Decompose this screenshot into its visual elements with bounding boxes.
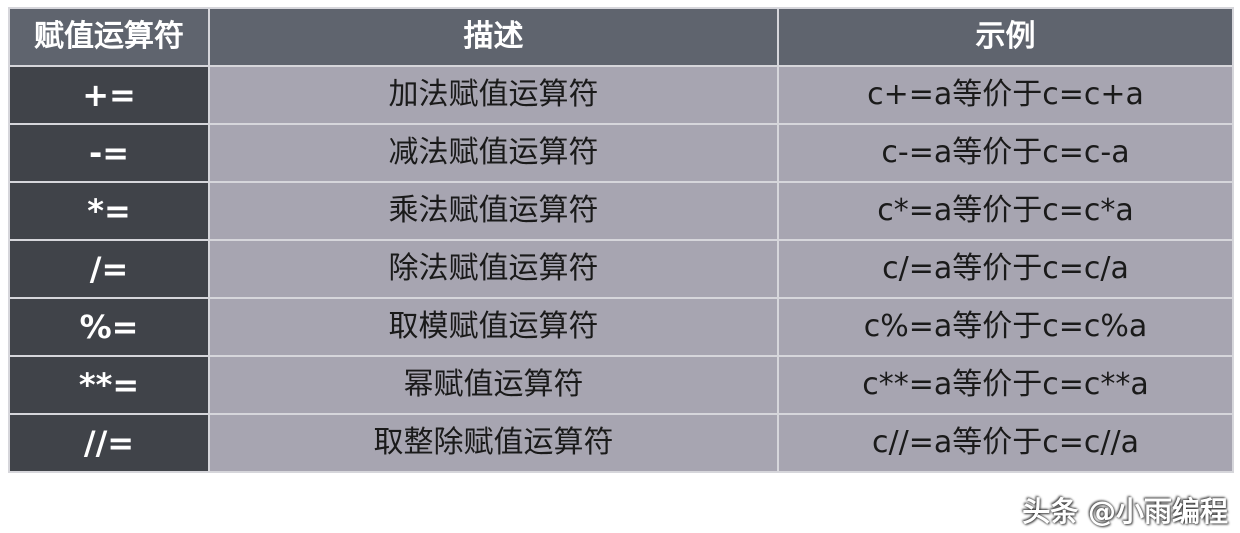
example-cell: c//=a等价于c=c//a: [777, 413, 1234, 473]
table-row: /= 除法赋值运算符 c/=a等价于c=c/a: [8, 239, 1234, 299]
header-row: 赋值运算符 描述 示例: [8, 7, 1234, 67]
operator-cell: *=: [8, 181, 210, 241]
description-cell: 乘法赋值运算符: [208, 181, 779, 241]
operator-cell: +=: [8, 65, 210, 125]
description-cell: 幂赋值运算符: [208, 355, 779, 415]
example-cell: c**=a等价于c=c**a: [777, 355, 1234, 415]
table-row: += 加法赋值运算符 c+=a等价于c=c+a: [8, 65, 1234, 125]
example-cell: c%=a等价于c=c%a: [777, 297, 1234, 357]
table-row: %= 取模赋值运算符 c%=a等价于c=c%a: [8, 297, 1234, 357]
header-operator: 赋值运算符: [8, 7, 210, 67]
operator-cell: %=: [8, 297, 210, 357]
operator-cell: //=: [8, 413, 210, 473]
table-row: **= 幂赋值运算符 c**=a等价于c=c**a: [8, 355, 1234, 415]
description-cell: 减法赋值运算符: [208, 123, 779, 183]
description-cell: 取整除赋值运算符: [208, 413, 779, 473]
example-cell: c*=a等价于c=c*a: [777, 181, 1234, 241]
example-cell: c+=a等价于c=c+a: [777, 65, 1234, 125]
header-example: 示例: [777, 7, 1234, 67]
table-row: *= 乘法赋值运算符 c*=a等价于c=c*a: [8, 181, 1234, 241]
watermark: 头条 @小雨编程: [1022, 495, 1228, 528]
operator-cell: /=: [8, 239, 210, 299]
assignment-operators-table: 赋值运算符 描述 示例 += 加法赋值运算符 c+=a等价于c=c+a -= 减法赋值运…: [8, 7, 1234, 473]
description-cell: 取模赋值运算符: [208, 297, 779, 357]
description-cell: 除法赋值运算符: [208, 239, 779, 299]
table-row: -= 减法赋值运算符 c-=a等价于c=c-a: [8, 123, 1234, 183]
header-description: 描述: [208, 7, 779, 67]
operator-cell: -=: [8, 123, 210, 183]
example-cell: c/=a等价于c=c/a: [777, 239, 1234, 299]
description-cell: 加法赋值运算符: [208, 65, 779, 125]
table-row: //= 取整除赋值运算符 c//=a等价于c=c//a: [8, 413, 1234, 473]
operator-cell: **=: [8, 355, 210, 415]
example-cell: c-=a等价于c=c-a: [777, 123, 1234, 183]
